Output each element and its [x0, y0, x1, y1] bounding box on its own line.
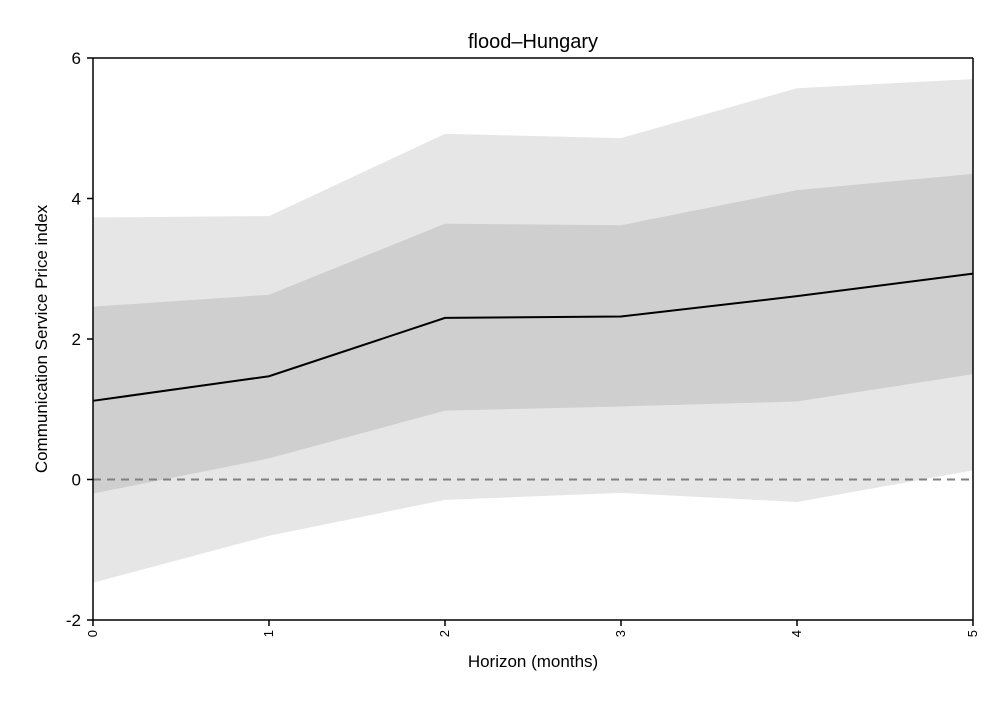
y-tick-label: -2 [66, 611, 81, 630]
y-tick-label: 0 [72, 471, 81, 490]
x-tick-label: 4 [789, 630, 804, 637]
x-tick-label: 1 [261, 630, 276, 637]
y-tick-label: 6 [72, 49, 81, 68]
x-tick-label: 3 [613, 630, 628, 637]
inner-band [93, 173, 973, 494]
axes: -2 0 2 4 6 0 1 2 3 4 5 [66, 49, 980, 637]
estimate-line-group [92, 272, 974, 402]
x-axis-label: Horizon (months) [468, 652, 598, 671]
y-tick-label: 2 [72, 330, 81, 349]
chart-title: flood–Hungary [468, 31, 598, 53]
point-estimate-line [92, 272, 974, 402]
y-tick-label: 4 [72, 190, 81, 209]
confidence-bands [93, 79, 973, 583]
x-tick-label: 2 [437, 630, 452, 637]
x-tick-label: 5 [965, 630, 980, 637]
x-tick-label: 0 [85, 630, 100, 637]
y-axis-label: Communication Service Price index [32, 204, 51, 473]
